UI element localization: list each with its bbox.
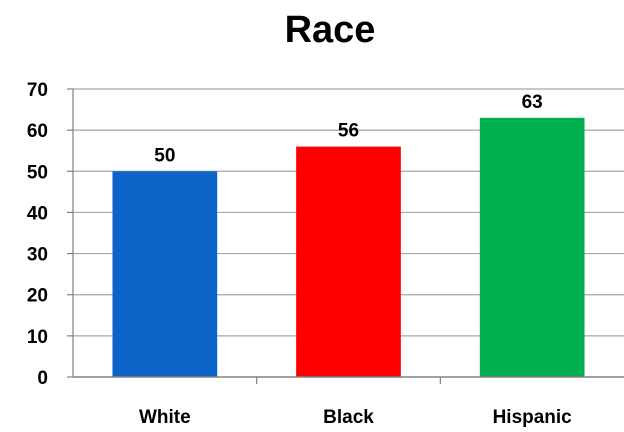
- y-tick-label: 50: [27, 162, 48, 183]
- bar-layer: [112, 117, 585, 378]
- y-tick-label: 30: [27, 245, 48, 266]
- x-category-label: Hispanic: [493, 407, 573, 428]
- data-label: 63: [522, 92, 543, 113]
- chart-title: Race: [285, 9, 376, 51]
- y-tick-label: 0: [37, 368, 48, 389]
- x-category-label: Black: [323, 407, 374, 428]
- y-tick-label: 20: [27, 286, 48, 307]
- data-label: 50: [154, 145, 175, 166]
- bar-black: [296, 146, 401, 377]
- bar-hispanic: [479, 117, 585, 378]
- data-label: 56: [338, 121, 359, 142]
- axis-layer: [67, 88, 624, 384]
- y-tick-label: 60: [27, 121, 48, 142]
- y-tick-label: 40: [27, 203, 48, 224]
- bar-white: [112, 171, 218, 377]
- x-category-label: White: [139, 407, 191, 428]
- y-tick-label: 10: [27, 327, 48, 348]
- y-tick-label: 70: [27, 80, 48, 101]
- label-layer: 0 10 20 30 40 50 60 70 50 White 56 Black 63 Hispanic: [27, 80, 572, 428]
